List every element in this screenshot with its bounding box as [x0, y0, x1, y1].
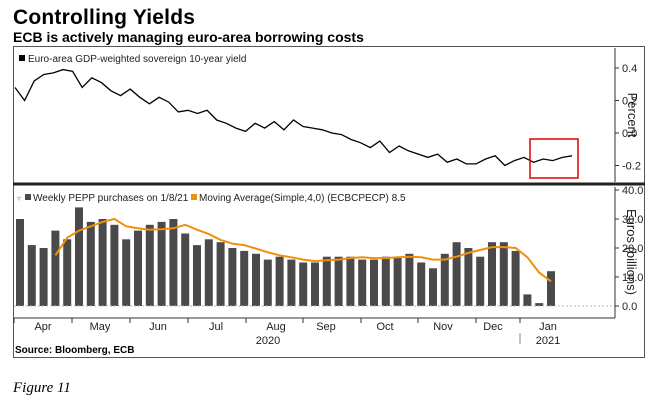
- figure-caption: Figure 11: [13, 380, 71, 396]
- pepp-bar: [216, 242, 225, 306]
- pepp-bar: [488, 242, 496, 306]
- year-label: 2020: [256, 335, 280, 347]
- pepp-bar: [311, 262, 319, 306]
- pepp-bar: [334, 256, 343, 306]
- pepp-bar: [299, 262, 308, 306]
- highlight-box: [529, 138, 579, 179]
- bottom-y-tick-label: 0.0: [622, 301, 637, 313]
- pepp-bar: [27, 245, 36, 306]
- pepp-bar: [464, 248, 473, 306]
- pepp-legend-swatch: [25, 194, 31, 200]
- pepp-bar: [75, 207, 83, 306]
- pepp-bar: [86, 221, 95, 306]
- pepp-bar: [499, 242, 508, 306]
- pepp-bar: [358, 259, 367, 306]
- yield-line: [14, 68, 573, 167]
- ma-legend-swatch: [191, 194, 197, 200]
- x-tick-label: Jul: [209, 321, 223, 333]
- top-y-axis-label: Percent: [625, 93, 640, 138]
- yield-legend-swatch: [19, 55, 25, 61]
- pepp-bar: [417, 262, 426, 306]
- pepp-bar: [157, 221, 166, 306]
- top-y-tick-label: 0.2: [622, 96, 637, 108]
- pepp-bar: [322, 256, 331, 306]
- bottom-y-tick-label: 40.0: [622, 185, 643, 197]
- pepp-bar: [98, 219, 107, 306]
- chart-subtitle: ECB is actively managing euro-area borro…: [13, 29, 364, 45]
- yield-legend-label: Euro-area GDP-weighted sovereign 10-year…: [28, 54, 246, 65]
- pepp-bar: [252, 253, 260, 306]
- pepp-bar: [523, 294, 532, 306]
- pepp-bar: [228, 248, 237, 306]
- pepp-bar: [405, 253, 414, 306]
- pepp-bar: [535, 303, 544, 306]
- x-tick-label: Apr: [34, 321, 51, 333]
- pepp-bar: [429, 268, 437, 306]
- pepp-bar: [181, 233, 190, 306]
- chart-panel: [13, 46, 645, 358]
- x-tick-label: Aug: [266, 321, 286, 333]
- pepp-bar: [346, 256, 355, 306]
- pepp-bar: [263, 259, 272, 306]
- pepp-bar: [51, 230, 60, 306]
- x-tick-label: Jun: [149, 321, 167, 333]
- x-tick-label: May: [90, 321, 111, 333]
- year-label: 2021: [536, 335, 560, 347]
- pepp-bar: [169, 219, 178, 306]
- pepp-bar: [193, 245, 201, 306]
- x-tick-label: Nov: [433, 321, 453, 333]
- pepp-bar: [393, 256, 402, 306]
- top-y-tick-label: -0.2: [622, 161, 641, 173]
- moving-average-line: [54, 217, 552, 283]
- pepp-bar: [39, 248, 48, 306]
- ma-legend-label: Moving Average(Simple,4,0) (ECBCPECP) 8.…: [199, 193, 406, 204]
- pepp-legend-label: Weekly PEPP purchases on 1/8/21: [33, 193, 189, 204]
- x-tick-label: Oct: [376, 321, 393, 333]
- top-y-tick-label: 0.0: [622, 128, 637, 140]
- x-tick-label: Sep: [316, 321, 336, 333]
- x-tick-label: Dec: [483, 321, 503, 333]
- pepp-bar: [511, 250, 520, 306]
- pepp-bar: [110, 224, 119, 306]
- legend-collapse-icon: ▿: [17, 194, 21, 203]
- pepp-bar: [134, 230, 142, 306]
- pepp-bar: [204, 239, 213, 306]
- x-tick-label: Jan: [539, 321, 557, 333]
- bottom-y-tick-label: 20.0: [622, 243, 643, 255]
- pepp-bar: [370, 259, 378, 306]
- pepp-bar: [240, 250, 249, 306]
- pepp-bar: [452, 242, 461, 306]
- pepp-bar: [381, 256, 390, 306]
- pepp-bar: [476, 256, 485, 306]
- top-y-tick-label: 0.4: [622, 63, 637, 75]
- chart-title: Controlling Yields: [13, 6, 196, 29]
- pepp-bar: [145, 224, 154, 306]
- pepp-bar: [440, 253, 449, 306]
- pepp-bar: [122, 239, 131, 306]
- pepp-bar: [275, 256, 284, 306]
- pepp-bar: [63, 239, 72, 306]
- source-note: Source: Bloomberg, ECB: [15, 345, 135, 356]
- pepp-bar: [547, 271, 555, 306]
- pepp-bar: [16, 219, 24, 306]
- bottom-y-tick-label: 10.0: [622, 272, 643, 284]
- bottom-y-axis-label: Euros (billions): [624, 209, 639, 295]
- pepp-bar: [287, 259, 296, 306]
- bottom-y-tick-label: 30.0: [622, 214, 643, 226]
